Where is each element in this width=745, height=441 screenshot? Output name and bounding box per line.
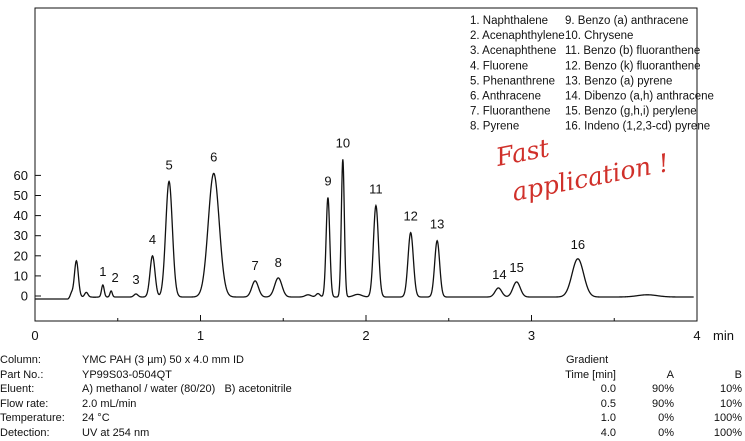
legend-item: 10. Chrysene — [565, 30, 633, 42]
annotation-line-1: Fast — [493, 133, 553, 172]
peak-label-12: 12 — [403, 209, 417, 224]
gradient-cell-time: 0.0 — [600, 383, 616, 396]
x-tick-label: 1 — [197, 328, 204, 343]
gradient-cell-b: 100% — [713, 412, 742, 425]
x-tick-label: 2 — [362, 328, 369, 343]
info-key: Detection: — [0, 426, 50, 439]
legend-item: 13. Benzo (a) pyrene — [565, 75, 672, 87]
peak-label-9: 9 — [324, 174, 331, 189]
info-row-flow-rate: Flow rate: 2.0 mL/min — [0, 397, 292, 412]
peak-label-14: 14 — [492, 267, 506, 282]
y-tick-label: 50 — [14, 188, 28, 203]
peak-label-3: 3 — [132, 272, 139, 287]
gradient-row: 4.0 0% 100% — [560, 426, 742, 441]
info-row-temperature: Temperature: 24 °C — [0, 411, 292, 426]
gradient-row: 1.0 0% 100% — [560, 411, 742, 426]
peak-label-8: 8 — [275, 255, 282, 270]
chromatogram-trace — [35, 159, 694, 300]
y-tick-label: 0 — [21, 289, 28, 304]
info-value: UV at 254 nm — [82, 426, 150, 439]
info-value: A) methanol / water (80/20) B) acetonitr… — [82, 383, 292, 396]
info-value: 2.0 mL/min — [82, 397, 137, 410]
peak-label-7: 7 — [251, 258, 258, 273]
gradient-header-time: Time [min] — [565, 368, 616, 381]
x-tick-label: 3 — [528, 328, 535, 343]
info-value: 24 °C — [82, 412, 110, 425]
info-key: Temperature: — [0, 412, 65, 425]
info-value: YP99S03-0504QT — [82, 368, 172, 381]
legend-item: 8. Pyrene — [470, 121, 519, 133]
info-value: YMC PAH (3 µm) 50 x 4.0 mm ID — [82, 354, 244, 366]
peak-label-16: 16 — [571, 237, 585, 252]
legend-item: 9. Benzo (a) anthracene — [565, 15, 688, 27]
peak-label-15: 15 — [509, 260, 523, 275]
compound-legend: 1. Naphthalene 2. Acenaphthylene 3. Acenap… — [470, 15, 714, 133]
gradient-cell-a: 90% — [651, 397, 674, 410]
gradient-cell-a: 0% — [658, 426, 674, 439]
gradient-header-b: B — [734, 368, 742, 381]
legend-item: 15. Benzo (g,h,i) perylene — [565, 106, 697, 118]
info-key: Flow rate: — [0, 397, 49, 410]
x-tick-label: 4 — [693, 328, 700, 343]
legend-item: 11. Benzo (b) fluoranthene — [565, 45, 700, 57]
legend-item: 5. Phenanthrene — [470, 75, 555, 87]
legend-item: 14. Dibenzo (a,h) anthracene — [565, 91, 714, 103]
peak-label-1: 1 — [99, 264, 106, 279]
gradient-table: Gradient Time [min] A B 0.0 90% 10% 0.5 … — [560, 353, 742, 441]
info-row-eluent: Eluent: A) methanol / water (80/20) B) a… — [0, 382, 292, 397]
info-key: Column: — [0, 354, 41, 366]
gradient-header-row: Time [min] A B — [560, 368, 742, 383]
peak-label-4: 4 — [149, 232, 156, 247]
legend-item: 12. Benzo (k) fluoranthene — [565, 60, 701, 72]
peak-label-10: 10 — [336, 135, 350, 150]
info-row-part-no: Part No.: YP99S03-0504QT — [0, 368, 292, 383]
x-axis-label: min — [713, 328, 734, 343]
gradient-cell-time: 1.0 — [600, 412, 616, 425]
gradient-title: Gradient — [566, 354, 609, 366]
info-key: Eluent: — [0, 383, 35, 396]
legend-item: 7. Fluoranthene — [470, 106, 551, 118]
gradient-cell-a: 0% — [658, 412, 674, 425]
gradient-cell-b: 10% — [719, 383, 742, 396]
y-tick-label: 60 — [14, 168, 28, 183]
info-key: Part No.: — [0, 368, 44, 381]
gradient-cell-b: 100% — [713, 426, 742, 439]
gradient-cell-a: 90% — [651, 383, 674, 396]
legend-item: 3. Acenaphthene — [470, 45, 556, 57]
y-tick-label: 10 — [14, 268, 28, 283]
peak-label-2: 2 — [112, 270, 119, 285]
y-tick-label: 20 — [14, 248, 28, 263]
legend-item: 16. Indeno (1,2,3-cd) pyrene — [565, 121, 710, 133]
peak-label-11: 11 — [369, 182, 383, 197]
info-row-detection: Detection: UV at 254 nm — [0, 426, 292, 441]
gradient-row: 0.0 90% 10% — [560, 382, 742, 397]
peak-label-5: 5 — [165, 157, 172, 172]
chromatogram-line — [35, 159, 694, 300]
legend-item: 6. Anthracene — [470, 91, 541, 103]
y-tick-label: 40 — [14, 208, 28, 223]
legend-item: 2. Acenaphthylene — [470, 30, 565, 42]
peak-label-6: 6 — [210, 149, 217, 164]
gradient-cell-time: 4.0 — [600, 426, 616, 439]
gradient-cell-time: 0.5 — [600, 397, 616, 410]
x-tick-label: 0 — [31, 328, 38, 343]
legend-item: 1. Naphthalene — [470, 15, 548, 27]
y-tick-label: 30 — [14, 228, 28, 243]
gradient-cell-b: 10% — [719, 397, 742, 410]
method-conditions: Column: YMC PAH (3 µm) 50 x 4.0 mm ID Pa… — [0, 353, 292, 441]
peak-label-13: 13 — [430, 217, 444, 232]
gradient-header-a: A — [666, 368, 674, 381]
info-row-column: Column: YMC PAH (3 µm) 50 x 4.0 mm ID — [0, 353, 292, 368]
gradient-row: 0.5 90% 10% — [560, 397, 742, 412]
legend-item: 4. Fluorene — [470, 60, 528, 72]
